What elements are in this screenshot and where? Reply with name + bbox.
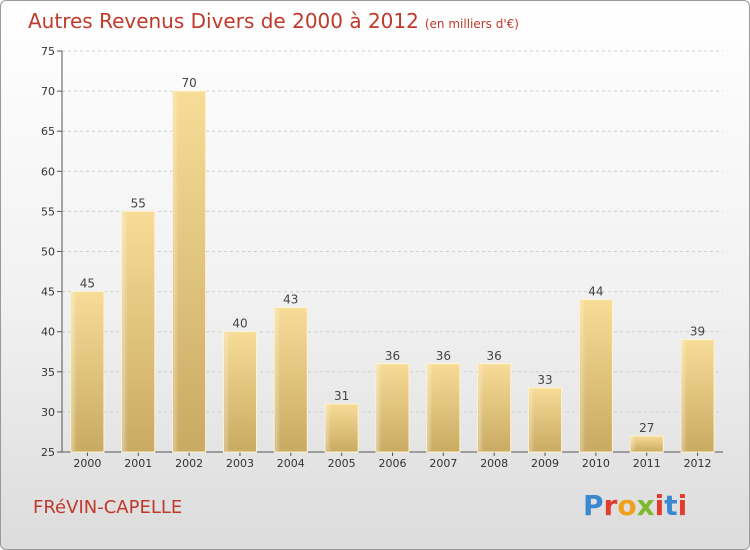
x-tick-label: 2007 [429,457,457,470]
brand-letter: i [654,489,665,522]
bar-highlight [71,292,77,451]
y-tick-label: 65 [41,125,55,138]
x-tick-label: 2002 [175,457,203,470]
chart-title: Autres Revenus Divers de 2000 à 2012 (en … [28,9,519,33]
value-label: 36 [385,349,400,363]
x-tick-label: 2010 [582,457,610,470]
y-tick-label: 55 [41,205,55,218]
label-layer: 25 30 35 40 45 50 55 60 65 70 75 45 2000 55 2001 70 2002… [41,45,712,470]
chart-title-text: Autres Revenus Divers de 2000 à 2012 [28,9,419,33]
y-tick-label: 70 [41,85,55,98]
y-tick-label: 30 [41,406,55,419]
y-tick-label: 35 [41,366,55,379]
value-label: 43 [283,293,298,307]
x-tick-label: 2012 [684,457,712,470]
brand-letter: i [677,489,688,522]
x-tick-label: 2008 [480,457,508,470]
bar-highlight [631,436,637,451]
value-label: 40 [232,317,247,331]
bar-highlight [427,364,433,451]
x-tick-label: 2011 [633,457,661,470]
value-label: 36 [436,349,451,363]
bar [629,435,664,453]
brand-logo: Proxiti [583,489,687,522]
bar-highlight [377,364,382,451]
bar-highlight [224,332,230,451]
value-label: 55 [131,196,146,210]
bar-highlight [682,340,688,451]
brand-letter: o [617,489,637,522]
y-tick-label: 50 [41,246,55,259]
brand-letter: P [583,489,604,522]
bar-layer [70,90,715,453]
value-label: 31 [334,389,349,403]
y-tick-label: 75 [41,45,55,58]
x-tick-label: 2004 [277,457,305,470]
bar-highlight [478,364,484,451]
x-tick-label: 2006 [379,457,407,470]
x-tick-label: 2009 [531,457,559,470]
brand-letter: t [664,489,678,522]
brand-letter: x [636,489,655,522]
x-tick-label: 2003 [226,457,254,470]
y-tick-label: 45 [41,286,55,299]
chart-subtitle: (en milliers d'€) [424,17,519,31]
value-label: 27 [639,421,654,435]
bar-highlight [580,300,586,451]
brand-letter: r [603,489,618,522]
value-label: 70 [181,76,196,90]
x-tick-label: 2001 [124,457,152,470]
value-label: 33 [537,373,552,387]
value-label: 44 [588,285,603,299]
town-name: FRéVIN-CAPELLE [33,497,183,518]
bar-highlight [173,92,179,451]
y-tick-label: 60 [41,165,55,178]
x-tick-label: 2005 [328,457,356,470]
value-label: 36 [487,349,502,363]
y-tick-label: 25 [41,446,55,459]
y-tick-label: 40 [41,326,55,339]
bar-highlight [529,388,535,451]
value-label: 39 [690,325,705,339]
bar-highlight [122,212,128,451]
bar-highlight [275,308,281,451]
bar-highlight [326,404,332,451]
value-label: 45 [80,277,95,291]
x-tick-label: 2000 [73,457,101,470]
